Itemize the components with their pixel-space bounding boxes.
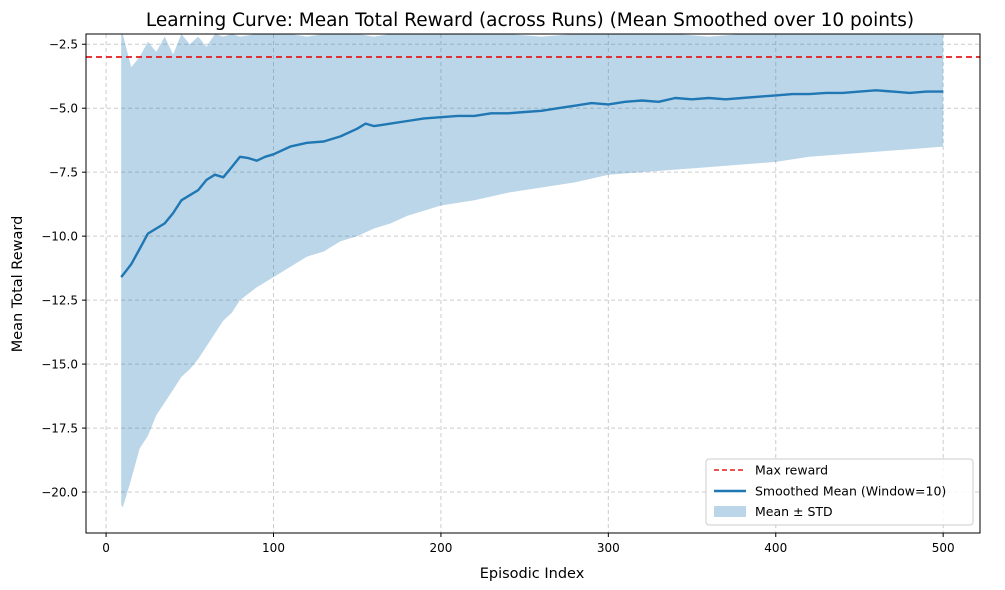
legend-band-swatch — [714, 506, 746, 517]
x-axis-label: Episodic Index — [480, 566, 585, 582]
x-tick-label: 200 — [429, 541, 452, 555]
legend-max-reward-label: Max reward — [755, 463, 828, 478]
chart-title: Learning Curve: Mean Total Reward (acros… — [146, 10, 914, 31]
legend-box — [705, 458, 974, 526]
std-band — [121, 34, 944, 508]
y-tick-label: −17.5 — [41, 422, 78, 436]
y-axis-ticks: −2.5 −5.0 −7.5 −10.0 −12.5 −15.0 −17.5 −20.0 — [41, 38, 86, 500]
x-tick-label: 500 — [932, 541, 955, 555]
y-tick-label: −2.5 — [49, 38, 78, 52]
y-tick-label: −20.0 — [41, 486, 78, 500]
y-tick-label: −5.0 — [49, 102, 78, 116]
legend-band-label: Mean ± STD — [755, 504, 833, 519]
legend: Max reward Smoothed Mean (Window=10) Mea… — [705, 458, 974, 526]
y-tick-label: −15.0 — [41, 358, 78, 372]
grid-lines — [86, 34, 980, 533]
y-tick-label: −10.0 — [41, 230, 78, 244]
y-axis-label: Mean Total Reward — [10, 216, 26, 353]
x-tick-label: 300 — [597, 541, 620, 555]
legend-mean-label: Smoothed Mean (Window=10) — [755, 484, 946, 499]
smoothed-mean-line — [120, 89, 944, 278]
x-axis-ticks: 0 100 200 300 400 500 — [102, 533, 955, 555]
x-tick-label: 0 — [102, 541, 110, 555]
plot-frame — [85, 33, 981, 534]
x-tick-label: 400 — [764, 541, 787, 555]
x-tick-label: 100 — [262, 541, 285, 555]
y-tick-label: −7.5 — [49, 166, 78, 180]
y-tick-label: −12.5 — [41, 294, 78, 308]
